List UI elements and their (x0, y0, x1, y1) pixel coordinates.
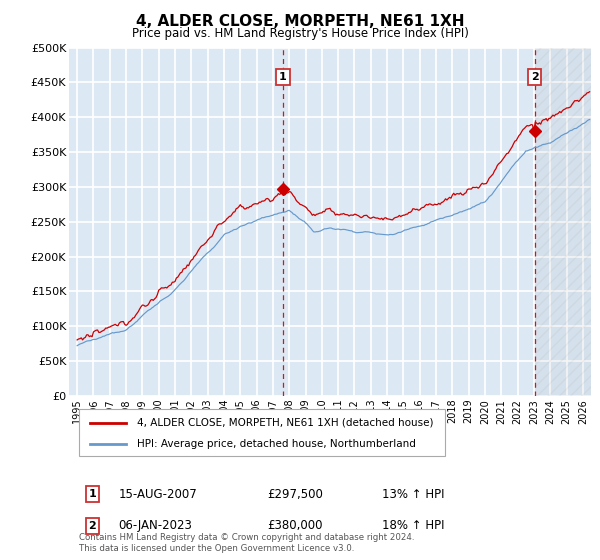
Text: 4, ALDER CLOSE, MORPETH, NE61 1XH: 4, ALDER CLOSE, MORPETH, NE61 1XH (136, 14, 464, 29)
Text: 18% ↑ HPI: 18% ↑ HPI (382, 519, 445, 533)
Text: £297,500: £297,500 (268, 488, 323, 501)
FancyBboxPatch shape (79, 409, 445, 456)
Text: 06-JAN-2023: 06-JAN-2023 (119, 519, 193, 533)
Text: 4, ALDER CLOSE, MORPETH, NE61 1XH (detached house): 4, ALDER CLOSE, MORPETH, NE61 1XH (detac… (137, 418, 433, 428)
Text: 13% ↑ HPI: 13% ↑ HPI (382, 488, 445, 501)
Text: Price paid vs. HM Land Registry's House Price Index (HPI): Price paid vs. HM Land Registry's House … (131, 27, 469, 40)
Text: £380,000: £380,000 (268, 519, 323, 533)
Text: 1: 1 (279, 72, 287, 82)
Text: Contains HM Land Registry data © Crown copyright and database right 2024.
This d: Contains HM Land Registry data © Crown c… (79, 534, 415, 553)
Text: 15-AUG-2007: 15-AUG-2007 (119, 488, 197, 501)
Text: HPI: Average price, detached house, Northumberland: HPI: Average price, detached house, Nort… (137, 440, 416, 449)
Text: 2: 2 (530, 72, 538, 82)
Text: 1: 1 (89, 489, 97, 499)
Text: 2: 2 (89, 521, 97, 531)
